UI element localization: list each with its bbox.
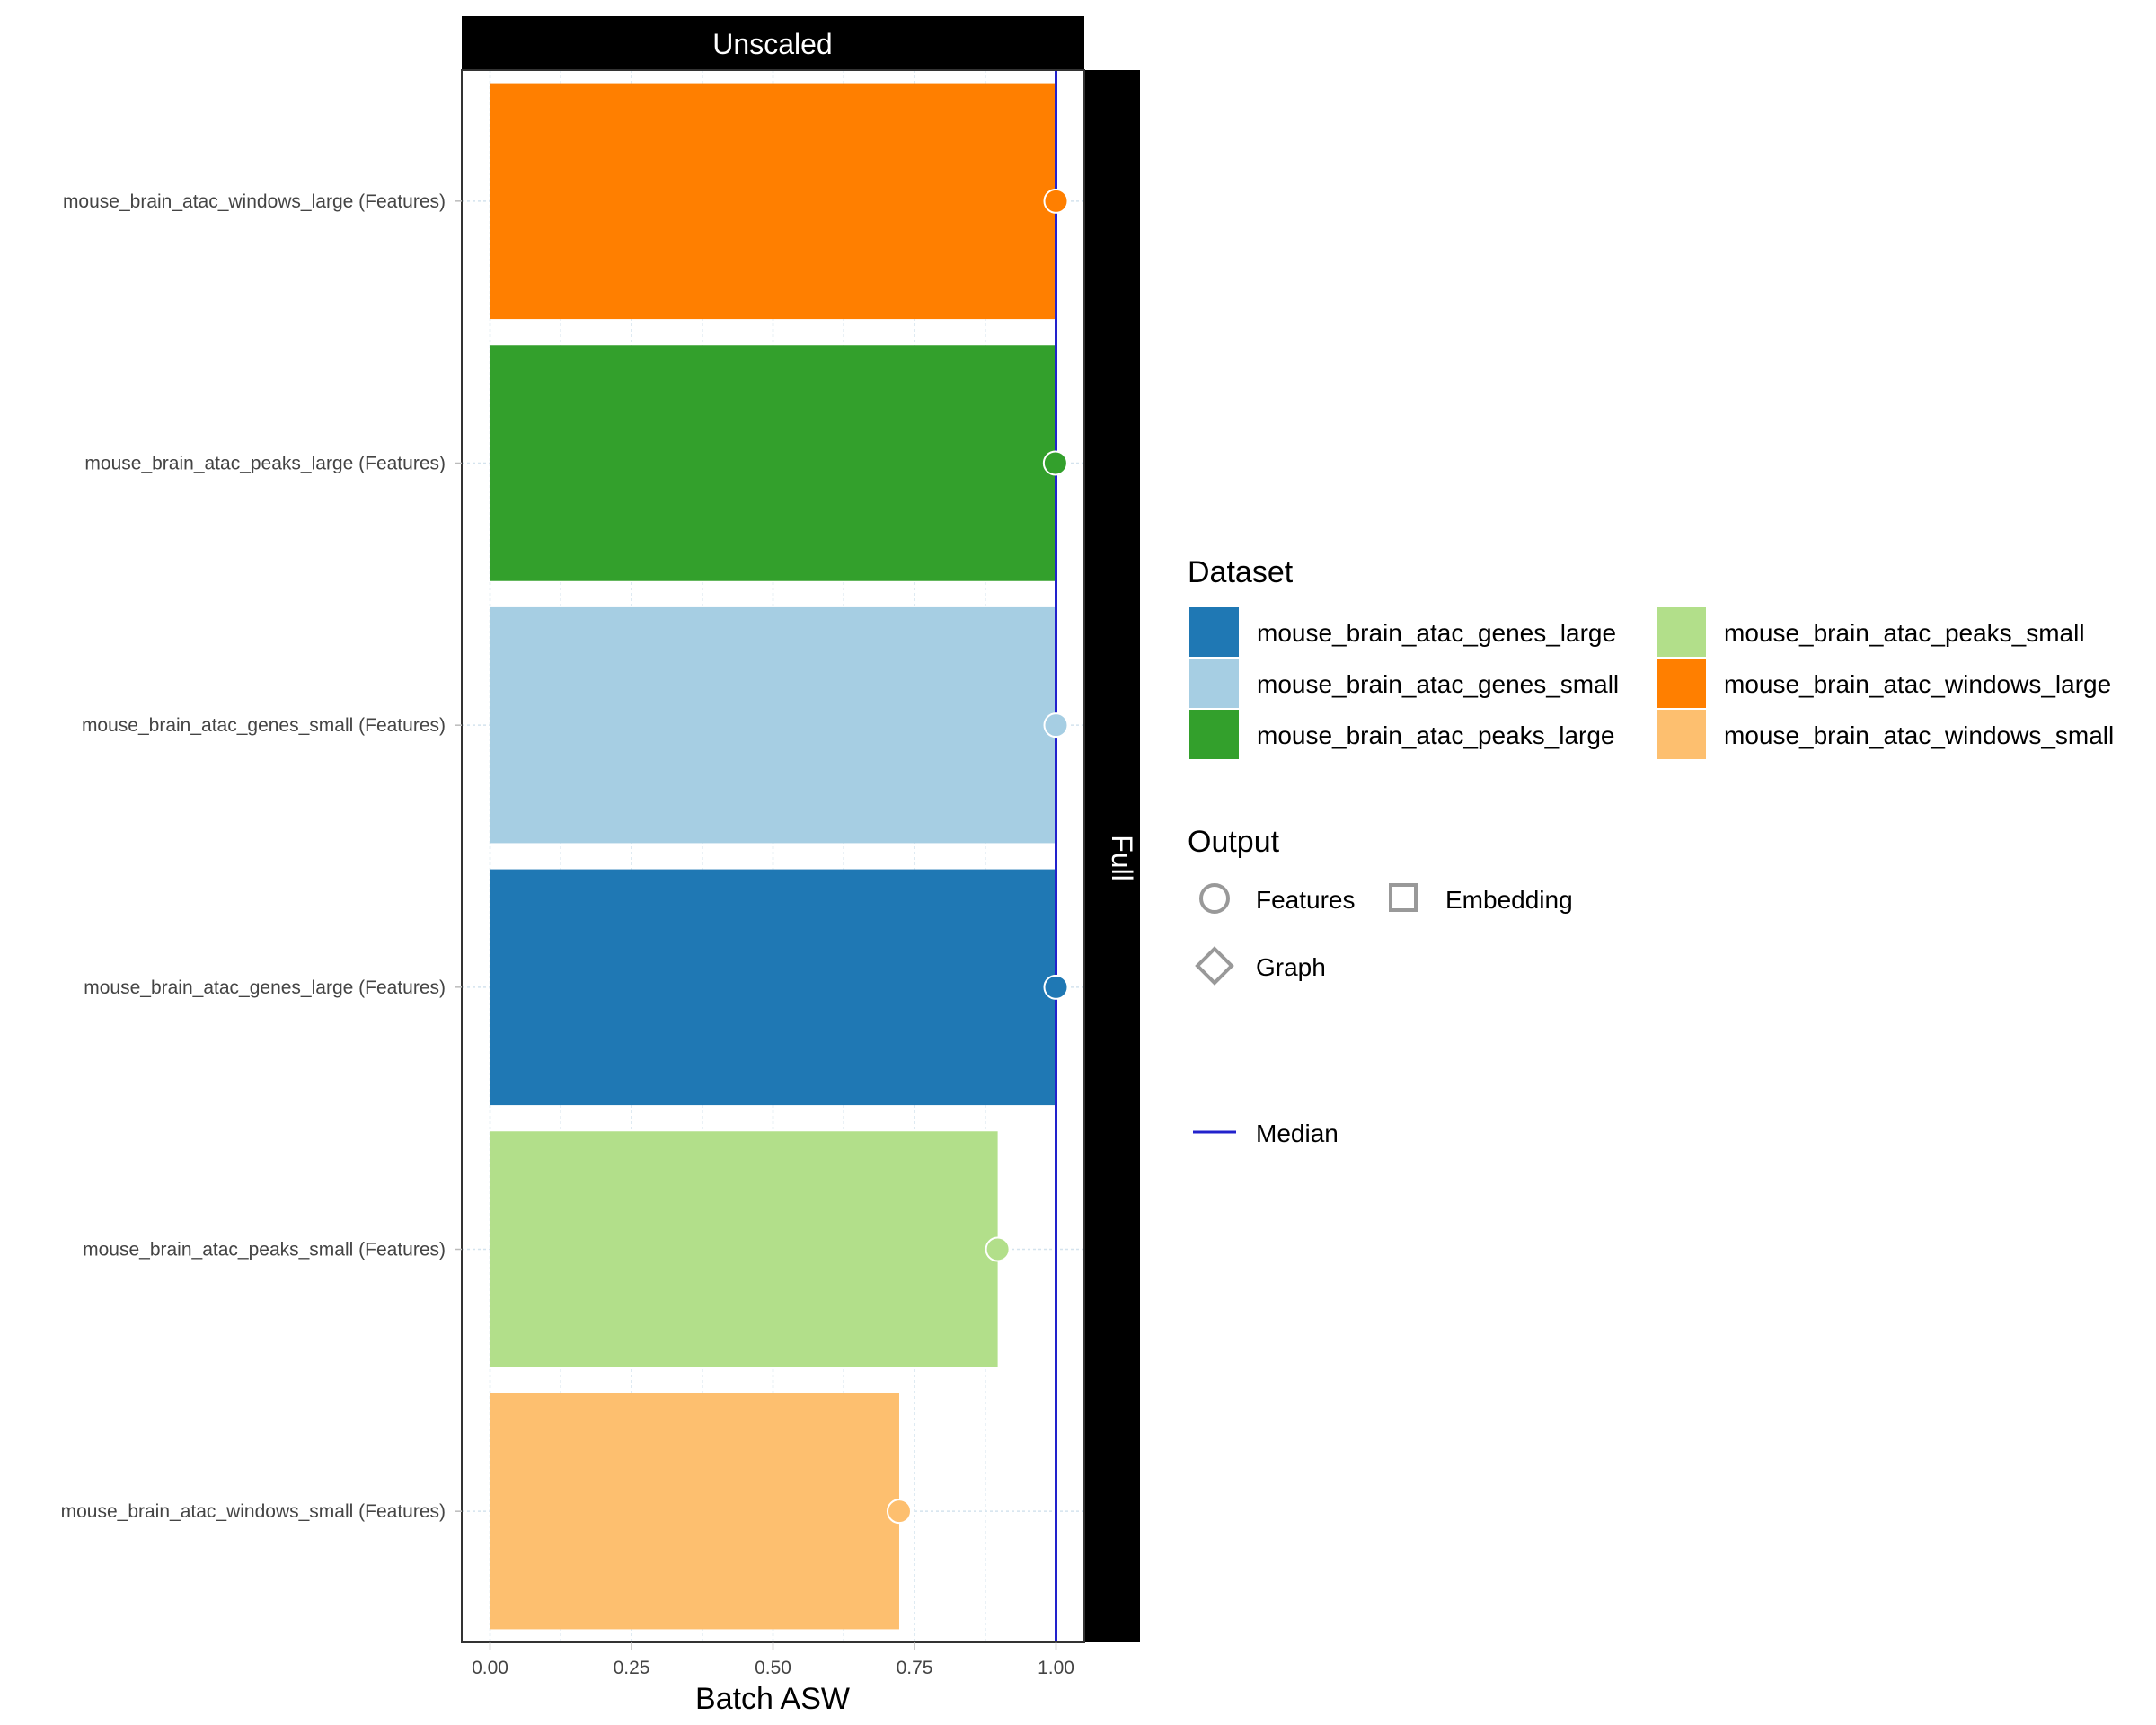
legend-output: Features Embedding Graph (1195, 883, 1573, 986)
legend-dataset: mouse_brain_atac_genes_large mouse_brain_… (1189, 607, 2114, 759)
bar-mouse_brain_atac_windows_large (490, 83, 1056, 320)
legend-swatch-mouse_brain_atac_peaks_large (1189, 710, 1239, 759)
legend-median-label: Median (1256, 1119, 1339, 1147)
point-mouse_brain_atac_windows_large (1043, 188, 1069, 214)
legend-swatch-mouse_brain_atac_windows_large (1657, 659, 1706, 708)
facet-strip-top (462, 16, 1084, 70)
x-axis-title: Batch ASW (695, 1682, 850, 1716)
legend-label-mouse_brain_atac_genes_large: mouse_brain_atac_genes_large (1257, 619, 1616, 647)
bar-mouse_brain_atac_genes_large (490, 869, 1056, 1106)
point-mouse_brain_atac_peaks_small (985, 1236, 1011, 1262)
bar-mouse_brain_atac_peaks_small (490, 1131, 998, 1367)
point-mouse_brain_atac_genes_small (1043, 712, 1069, 739)
legend-output-title: Output (1188, 825, 1280, 859)
legend-output-label-embedding: Embedding (1445, 886, 1573, 914)
y-tick-label: mouse_brain_atac_windows_large (Features… (63, 191, 446, 212)
bar-layer (490, 83, 1056, 1630)
x-tick-label: 0.00 (472, 1658, 508, 1678)
legend-swatch-mouse_brain_atac_peaks_small (1657, 607, 1706, 657)
legend-dataset-title: Dataset (1188, 555, 1294, 589)
legend-output-label-features: Features (1256, 886, 1356, 914)
legend-swatch-mouse_brain_atac_windows_small (1657, 710, 1706, 759)
facet-strip-top-label: Unscaled (712, 28, 832, 60)
legend-swatch-mouse_brain_atac_genes_small (1189, 659, 1239, 708)
facet-strip-right (1084, 70, 1140, 1642)
point-mouse_brain_atac_windows_small (886, 1499, 912, 1525)
point-mouse_brain_atac_peaks_large (1042, 450, 1068, 476)
legend-output-circle-icon (1199, 883, 1230, 914)
y-tick-label: mouse_brain_atac_peaks_large (Features) (84, 454, 446, 474)
legend-median: Median (1193, 1119, 1339, 1147)
point-layer (886, 188, 1069, 1525)
x-tick-label: 1.00 (1038, 1658, 1074, 1678)
legend-output-label-graph: Graph (1256, 953, 1326, 981)
legend-label-mouse_brain_atac_peaks_small: mouse_brain_atac_peaks_small (1724, 619, 2085, 647)
x-axis-ticks: 0.00 0.25 0.50 0.75 1.00 (472, 1642, 1074, 1678)
y-axis-labels: mouse_brain_atac_windows_large (Features… (61, 191, 462, 1522)
legend-output-square-icon (1389, 883, 1418, 912)
y-tick-label: mouse_brain_atac_peaks_small (Features) (83, 1240, 446, 1261)
legend-label-mouse_brain_atac_peaks_large: mouse_brain_atac_peaks_large (1257, 721, 1615, 749)
bar-mouse_brain_atac_peaks_large (490, 345, 1056, 581)
x-tick-label: 0.25 (614, 1658, 650, 1678)
legend-output-diamond-icon (1195, 946, 1234, 986)
bar-mouse_brain_atac_genes_small (490, 606, 1056, 844)
legend-label-mouse_brain_atac_windows_small: mouse_brain_atac_windows_small (1724, 721, 2114, 749)
x-tick-label: 0.75 (897, 1658, 933, 1678)
x-tick-label: 0.50 (755, 1658, 791, 1678)
legend-label-mouse_brain_atac_windows_large: mouse_brain_atac_windows_large (1724, 670, 2111, 698)
y-tick-label: mouse_brain_atac_genes_small (Features) (82, 715, 446, 736)
bar-mouse_brain_atac_windows_small (490, 1393, 899, 1630)
legend-label-mouse_brain_atac_genes_small: mouse_brain_atac_genes_small (1257, 670, 1619, 698)
facet-strip-right-label: Full (1106, 835, 1138, 881)
y-tick-label: mouse_brain_atac_genes_large (Features) (84, 978, 446, 998)
point-mouse_brain_atac_genes_large (1043, 974, 1069, 1000)
legend-swatch-mouse_brain_atac_genes_large (1189, 607, 1239, 657)
y-tick-label: mouse_brain_atac_windows_small (Features… (61, 1501, 446, 1522)
